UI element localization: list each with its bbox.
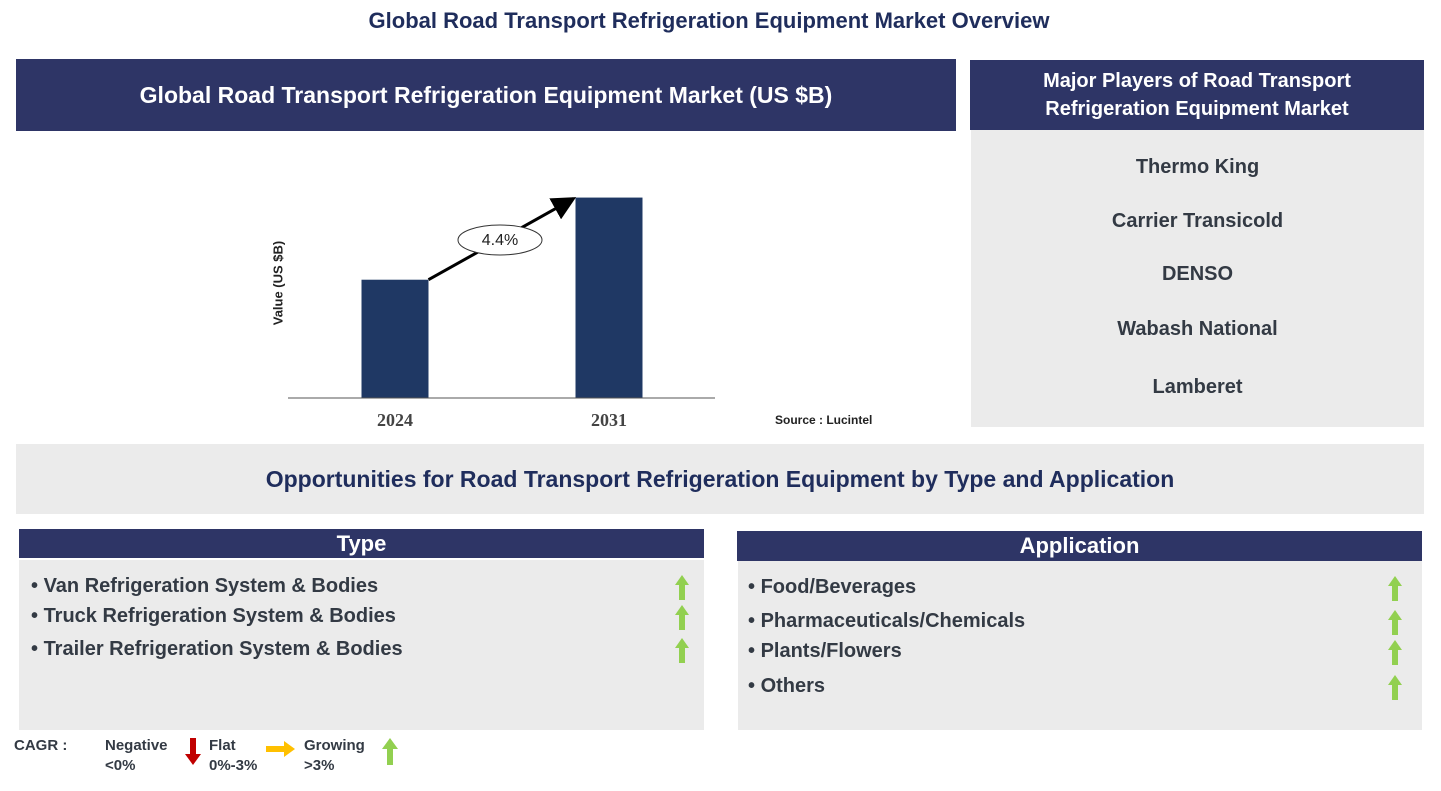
players-panel: Thermo King Carrier Transicold DENSO Wabash…: [971, 130, 1424, 427]
bullet: •: [748, 640, 761, 662]
type-panel: • Van Refrigeration System & Bodies • Tru…: [19, 560, 704, 730]
legend-growing: Growing: [304, 737, 365, 754]
growth-icon-shape: [675, 575, 689, 600]
item-text: Truck Refrigeration System & Bodies: [43, 605, 396, 627]
bullet: •: [31, 575, 44, 597]
bar: [575, 197, 643, 398]
player-name: Carrier Transicold: [1111, 210, 1284, 232]
annotation-bubble: [457, 224, 543, 256]
bullet: •: [31, 605, 44, 627]
item-text: Others: [760, 675, 826, 697]
growth-icon: [1388, 610, 1402, 635]
list-item: • Van Refrigeration System & Bodies: [31, 575, 378, 598]
opportunities-title: Opportunities for Road Transport Refrige…: [16, 444, 1424, 514]
player-name: Lamberet: [1152, 376, 1243, 398]
source: Source : Lucintel: [775, 413, 872, 427]
flat-arrow-icon: [266, 741, 295, 757]
down-arrow-icon: [185, 738, 201, 765]
up-arrow-icon: [382, 738, 398, 765]
bullet: •: [748, 610, 761, 632]
legend-growing-range: >3%: [304, 757, 335, 774]
chart-title: Global Road Transport Refrigeration Equi…: [16, 59, 956, 131]
growth-icon-shape: [1388, 610, 1402, 635]
item-text: Food/Beverages: [760, 576, 917, 598]
page-title: Global Road Transport Refrigeration Equi…: [368, 8, 1050, 33]
type-title: Type: [19, 529, 704, 560]
item-text: Van Refrigeration System & Bodies: [43, 575, 379, 597]
item-text: Trailer Refrigeration System & Bodies: [43, 638, 403, 660]
growth-icon-shape: [1388, 675, 1402, 700]
item-text: Plants/Flowers: [760, 640, 902, 662]
growth-icon-shape: [1388, 640, 1402, 665]
list-item: • Plants/Flowers: [748, 640, 902, 663]
legend-flat: Flat: [209, 737, 236, 754]
list-item: • Others: [748, 675, 825, 698]
list-item: • Trailer Refrigeration System & Bodies: [31, 638, 403, 661]
bullet: •: [748, 675, 761, 697]
bullet: •: [748, 576, 761, 598]
bullet: •: [31, 638, 44, 660]
growth-icon-shape: [1388, 576, 1402, 601]
legend-label: CAGR :: [14, 737, 68, 754]
growth-icon-shape: [675, 605, 689, 630]
growth-icon: [675, 575, 689, 600]
player-name: DENSO: [1161, 263, 1234, 285]
player-name: Wabash National: [1117, 318, 1278, 340]
list-item: • Truck Refrigeration System & Bodies: [31, 605, 396, 628]
growth-icon-shape: [675, 638, 689, 663]
application-panel: • Food/Beverages • Pharmaceuticals/Chemic…: [738, 561, 1422, 730]
bar: [361, 279, 429, 398]
player-name: Thermo King: [1135, 156, 1260, 178]
growth-icon: [675, 638, 689, 663]
growth-icon: [1388, 675, 1402, 700]
list-item: • Pharmaceuticals/Chemicals: [748, 610, 1025, 633]
y-axis-label: Value (US $B): [270, 241, 285, 326]
item-text: Pharmaceuticals/Chemicals: [760, 610, 1026, 632]
growth-icon: [1388, 640, 1402, 665]
growth-icon: [675, 605, 689, 630]
x-tick-label: 2031: [591, 410, 627, 430]
players-title: Major Players of Road Transport Refriger…: [970, 60, 1424, 130]
growth-icon: [1388, 576, 1402, 601]
legend-negative-range: <0%: [105, 757, 136, 774]
list-item: • Food/Beverages: [748, 576, 916, 599]
legend-negative: Negative: [105, 737, 168, 754]
legend-flat-range: 0%-3%: [209, 757, 258, 774]
annotation: 4.4%: [482, 232, 518, 249]
chart: 2024 2031 Value (US $B) 4.4% Source : Lucint…: [270, 197, 872, 430]
application-title: Application: [737, 531, 1422, 561]
x-tick-label: 2024: [377, 410, 413, 430]
